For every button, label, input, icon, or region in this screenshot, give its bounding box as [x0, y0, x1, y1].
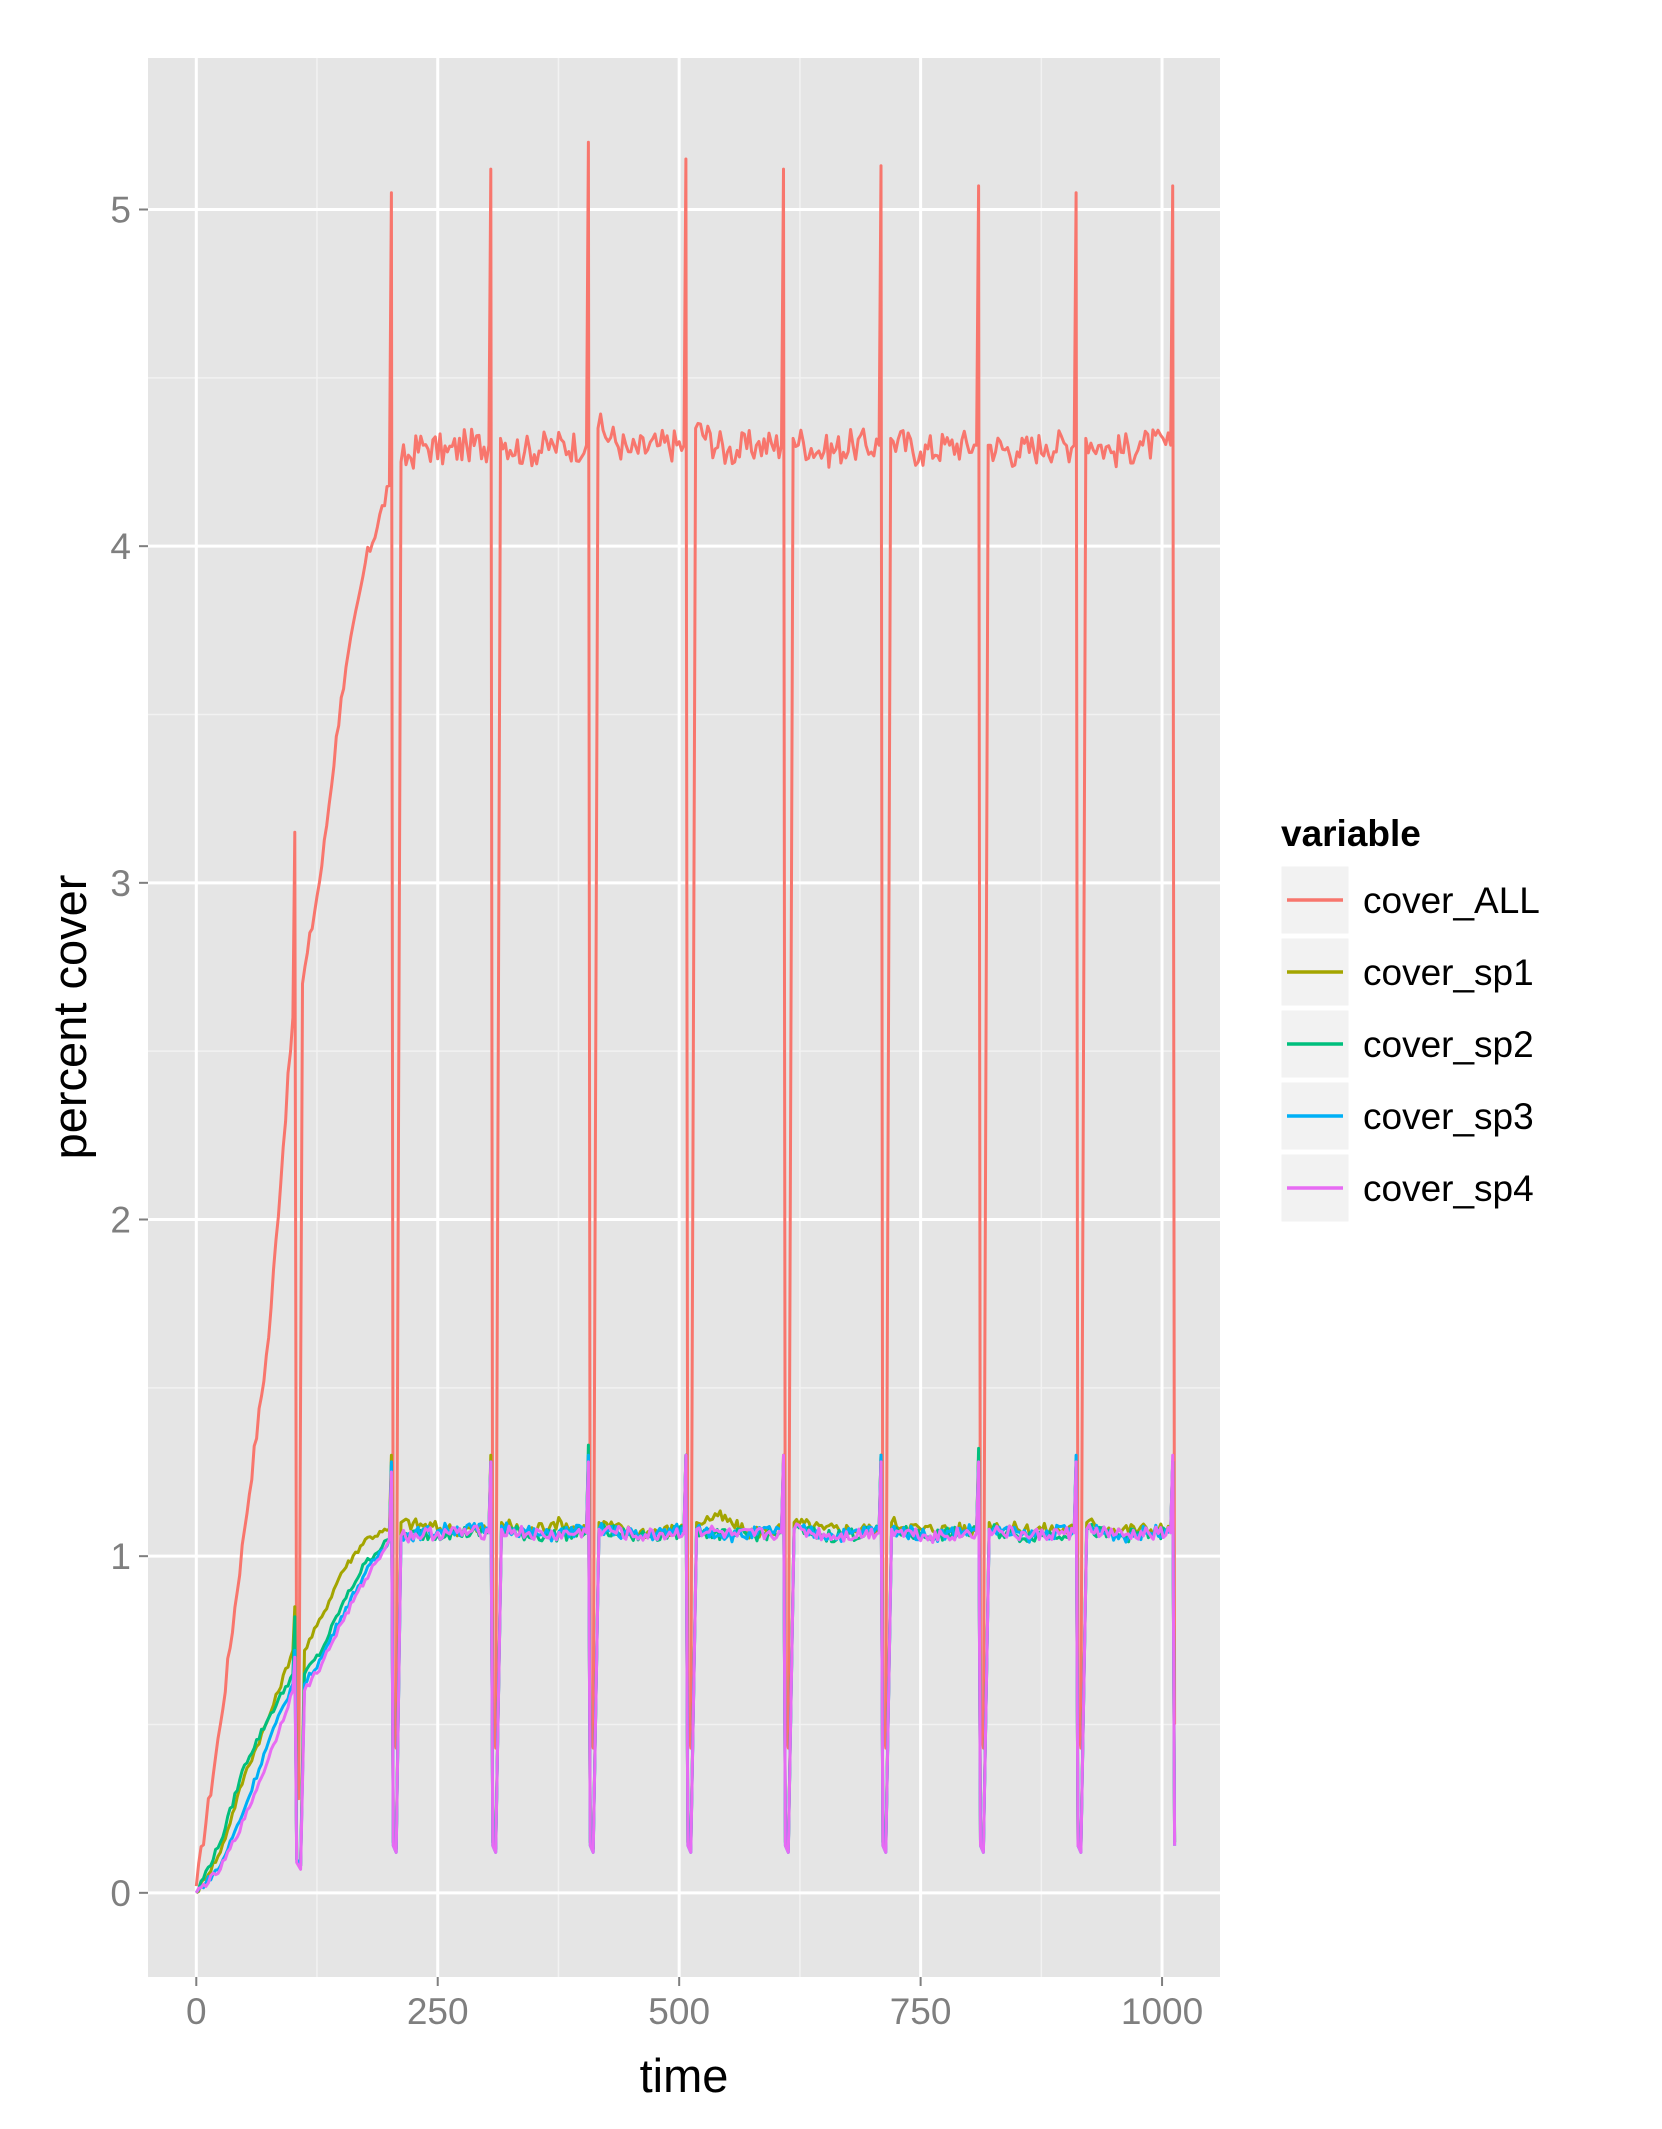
series-layer	[194, 140, 1177, 1895]
legend-label: cover_sp2	[1363, 1024, 1534, 1065]
legend-label: cover_sp3	[1363, 1096, 1534, 1137]
x-tick-label: 250	[407, 1991, 469, 2032]
y-tick-label: 0	[110, 1873, 131, 1914]
x-tick-label: 750	[890, 1991, 952, 2032]
x-axis-title: time	[640, 2049, 729, 2102]
legend-title: variable	[1281, 813, 1421, 854]
legend-label: cover_ALL	[1363, 880, 1540, 921]
x-tick-label: 1000	[1121, 1991, 1203, 2032]
y-tick-label: 5	[110, 190, 131, 231]
series-line-cover-sp4	[194, 1453, 1177, 1894]
y-tick-label: 1	[110, 1536, 131, 1577]
y-tick-label: 4	[110, 526, 131, 567]
x-tick-label: 0	[186, 1991, 207, 2032]
y-axis-title: percent cover	[43, 875, 96, 1160]
legend-label: cover_sp1	[1363, 952, 1534, 993]
y-axis: 0 1 2 3 4 5	[110, 190, 148, 1914]
y-tick-label: 3	[110, 863, 131, 904]
y-tick-label: 2	[110, 1200, 131, 1241]
major-grid	[148, 58, 1220, 1977]
x-tick-label: 500	[648, 1991, 710, 2032]
series-line-cover-all	[194, 140, 1177, 1887]
x-axis: 0 250 500 750 1000	[186, 1977, 1203, 2032]
legend: variable cover_ALL cover_sp1 cover_sp2cove…	[1280, 813, 1540, 1223]
legend-label: cover_sp4	[1363, 1168, 1534, 1209]
minor-grid	[148, 58, 1220, 1977]
